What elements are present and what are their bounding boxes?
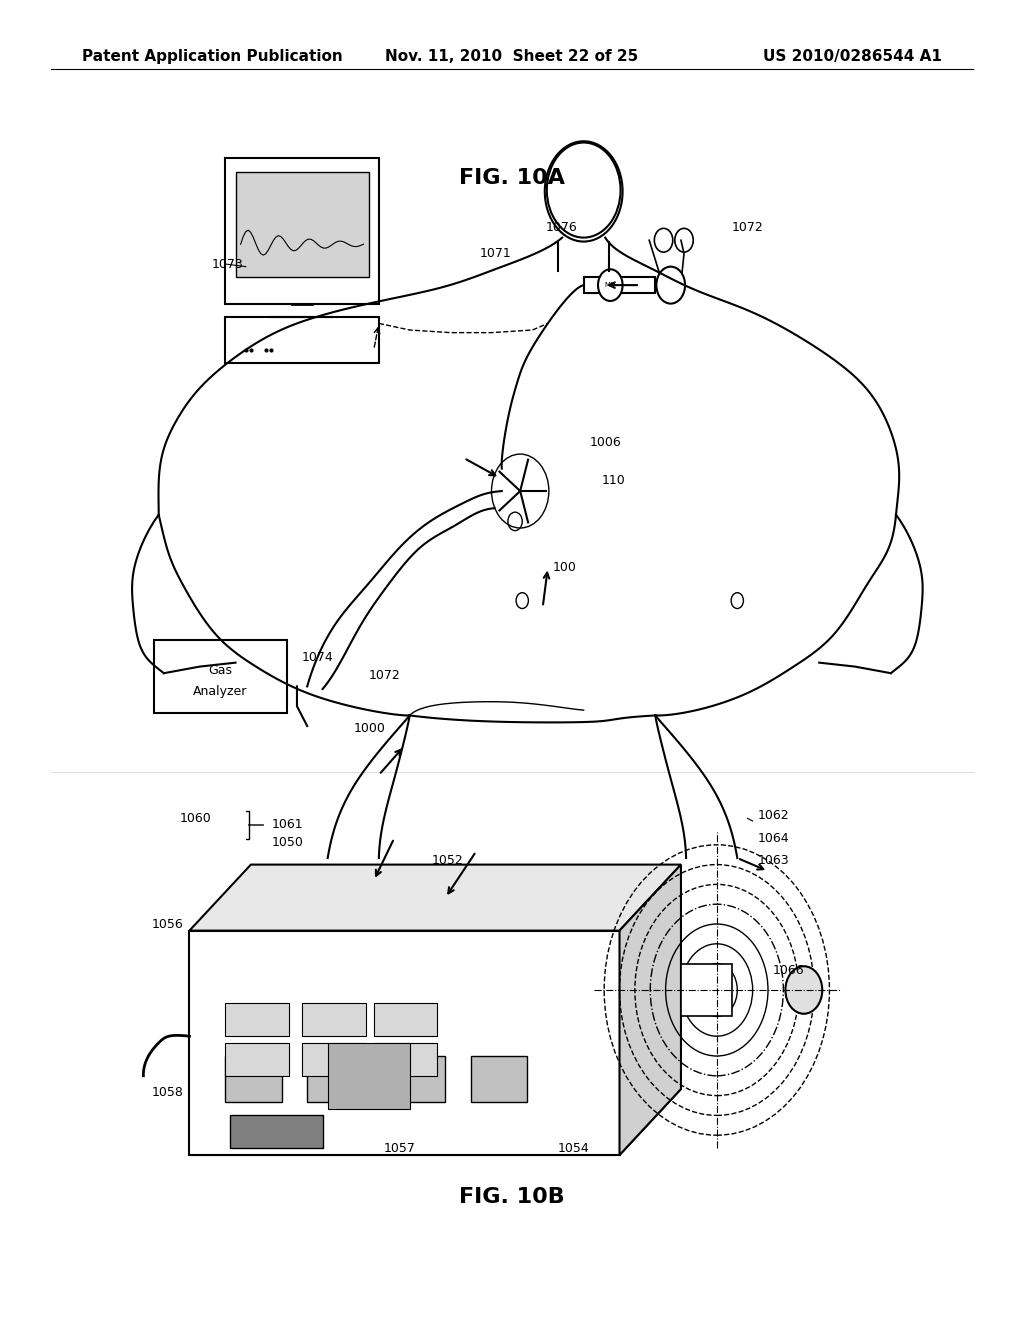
Circle shape	[598, 269, 623, 301]
Text: 1050: 1050	[271, 836, 303, 849]
FancyBboxPatch shape	[389, 1056, 445, 1102]
FancyBboxPatch shape	[307, 1056, 364, 1102]
Text: 1006: 1006	[590, 436, 622, 449]
Text: 1074: 1074	[302, 651, 334, 664]
Text: Analyzer: Analyzer	[193, 685, 248, 698]
Text: FIG. 10A: FIG. 10A	[459, 168, 565, 189]
Text: 1073: 1073	[212, 257, 244, 271]
FancyBboxPatch shape	[681, 964, 732, 1016]
Text: 1052: 1052	[432, 854, 464, 867]
Text: 1000: 1000	[353, 722, 385, 735]
Text: 1066: 1066	[773, 964, 805, 977]
Text: 1063: 1063	[758, 854, 790, 867]
FancyBboxPatch shape	[374, 1003, 437, 1036]
Polygon shape	[189, 865, 681, 931]
Text: FIG. 10B: FIG. 10B	[459, 1187, 565, 1208]
Text: 1057: 1057	[384, 1142, 416, 1155]
Text: Nov. 11, 2010  Sheet 22 of 25: Nov. 11, 2010 Sheet 22 of 25	[385, 49, 639, 65]
Text: Patent Application Publication: Patent Application Publication	[82, 49, 343, 65]
Text: 1072: 1072	[369, 669, 400, 682]
Text: 1062: 1062	[758, 809, 790, 822]
Text: Gas: Gas	[208, 664, 232, 677]
FancyBboxPatch shape	[584, 277, 655, 293]
Text: 100: 100	[553, 561, 577, 574]
FancyBboxPatch shape	[225, 1043, 289, 1076]
Text: 1072: 1072	[732, 220, 764, 234]
FancyBboxPatch shape	[374, 1043, 437, 1076]
Polygon shape	[189, 931, 620, 1155]
Text: 1064: 1064	[758, 832, 790, 845]
Polygon shape	[189, 1089, 681, 1155]
FancyBboxPatch shape	[225, 1056, 282, 1102]
Circle shape	[785, 966, 822, 1014]
Text: 1054: 1054	[558, 1142, 590, 1155]
Text: MO: MO	[604, 282, 616, 288]
Text: 1061: 1061	[271, 818, 303, 832]
FancyBboxPatch shape	[236, 172, 369, 277]
FancyBboxPatch shape	[225, 1003, 289, 1036]
Polygon shape	[620, 865, 681, 1155]
FancyBboxPatch shape	[230, 1115, 323, 1148]
FancyBboxPatch shape	[302, 1003, 366, 1036]
Text: 1060: 1060	[179, 812, 211, 825]
FancyBboxPatch shape	[154, 640, 287, 713]
FancyBboxPatch shape	[328, 1043, 410, 1109]
Text: 1058: 1058	[152, 1086, 183, 1100]
FancyBboxPatch shape	[302, 1043, 366, 1076]
Text: 1076: 1076	[546, 220, 578, 234]
Text: 110: 110	[602, 474, 626, 487]
Text: 1056: 1056	[152, 917, 183, 931]
Text: US 2010/0286544 A1: US 2010/0286544 A1	[763, 49, 942, 65]
Text: 1071: 1071	[479, 247, 511, 260]
FancyBboxPatch shape	[471, 1056, 527, 1102]
